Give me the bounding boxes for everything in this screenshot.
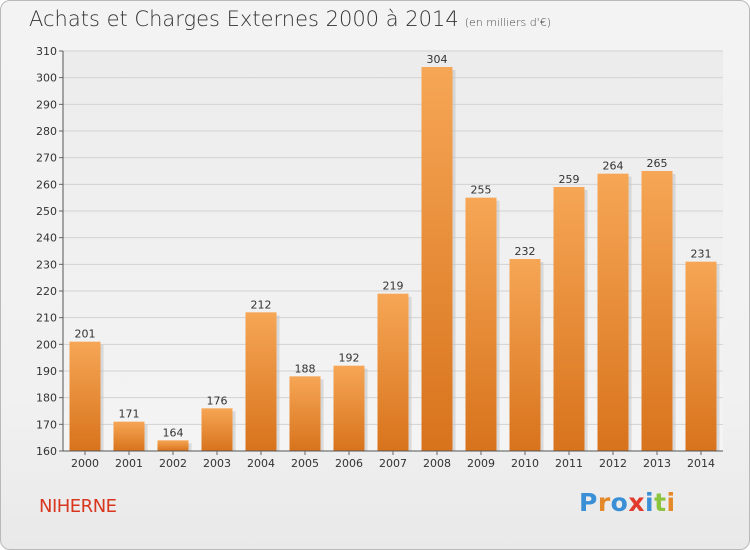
- bar: [69, 341, 101, 451]
- y-tick-label: 310: [36, 45, 57, 58]
- bar-value-label: 265: [647, 157, 668, 170]
- bar: [333, 365, 365, 451]
- x-tick-label: 2010: [511, 457, 539, 470]
- chart-title: Achats et Charges Externes 2000 à 2014 (e…: [29, 7, 551, 31]
- logo-letter: x: [628, 488, 645, 517]
- chart-title-text: Achats et Charges Externes 2000 à 2014: [29, 7, 459, 31]
- x-tick-label: 2001: [115, 457, 143, 470]
- bar-value-label: 188: [295, 362, 316, 375]
- y-tick-label: 260: [36, 178, 57, 191]
- x-tick-label: 2002: [159, 457, 187, 470]
- x-tick-label: 2006: [335, 457, 363, 470]
- bar-value-label: 264: [603, 160, 624, 173]
- bar-value-label: 212: [251, 298, 272, 311]
- x-tick-label: 2004: [247, 457, 275, 470]
- x-tick-label: 2008: [423, 457, 451, 470]
- logo-letter: i: [645, 488, 655, 517]
- bar-value-label: 231: [691, 248, 712, 261]
- bar: [201, 408, 233, 451]
- commune-name: NIHERNE: [39, 496, 117, 517]
- chart-unit: (en milliers d'€): [464, 16, 551, 29]
- x-tick-label: 2000: [71, 457, 99, 470]
- x-tick-label: 2009: [467, 457, 495, 470]
- bar-value-label: 232: [515, 245, 536, 258]
- x-tick-label: 2011: [555, 457, 583, 470]
- x-tick-label: 2013: [643, 457, 671, 470]
- y-tick-label: 280: [36, 125, 57, 138]
- logo-letter: o: [610, 488, 629, 517]
- bar: [685, 261, 717, 451]
- bar-value-label: 201: [75, 328, 96, 341]
- bar-value-label: 164: [163, 426, 184, 439]
- y-tick-label: 220: [36, 285, 57, 298]
- y-tick-label: 210: [36, 312, 57, 325]
- bar: [421, 67, 453, 451]
- x-tick-label: 2003: [203, 457, 231, 470]
- y-tick-label: 180: [36, 392, 57, 405]
- bar: [597, 173, 629, 451]
- y-tick-label: 200: [36, 338, 57, 351]
- proxiti-logo[interactable]: Proxiti: [579, 488, 676, 517]
- y-tick-label: 270: [36, 152, 57, 165]
- y-tick-label: 240: [36, 232, 57, 245]
- bar: [377, 293, 409, 451]
- y-tick-label: 190: [36, 365, 57, 378]
- x-tick-label: 2014: [687, 457, 715, 470]
- bar: [157, 440, 189, 451]
- bar-value-label: 176: [207, 394, 228, 407]
- bar: [113, 421, 145, 451]
- y-tick-label: 170: [36, 418, 57, 431]
- logo-letter: r: [597, 488, 611, 517]
- y-tick-label: 300: [36, 72, 57, 85]
- bar-value-label: 259: [559, 173, 580, 186]
- bar-value-label: 192: [339, 352, 360, 365]
- bar-value-label: 171: [119, 408, 140, 421]
- bar: [509, 259, 541, 451]
- x-tick-label: 2007: [379, 457, 407, 470]
- bar: [245, 312, 277, 451]
- bar: [465, 197, 497, 451]
- bar: [289, 376, 321, 451]
- y-tick-label: 250: [36, 205, 57, 218]
- bar: [553, 187, 585, 451]
- x-tick-label: 2012: [599, 457, 627, 470]
- logo-letter: t: [654, 488, 667, 517]
- y-tick-label: 160: [36, 445, 57, 458]
- bar-value-label: 304: [427, 53, 448, 66]
- y-tick-label: 290: [36, 98, 57, 111]
- logo-letter: i: [666, 488, 676, 517]
- bar-value-label: 255: [471, 184, 492, 197]
- bar: [641, 171, 673, 451]
- logo-letter: P: [579, 488, 598, 517]
- y-tick-label: 230: [36, 258, 57, 271]
- bar-value-label: 219: [383, 280, 404, 293]
- x-tick-label: 2005: [291, 457, 319, 470]
